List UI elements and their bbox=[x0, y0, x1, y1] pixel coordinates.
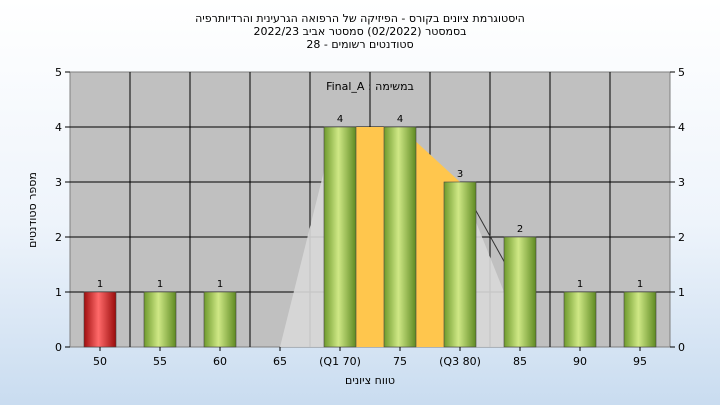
x-tick-label: 65 bbox=[273, 355, 287, 368]
x-tick-label: 50 bbox=[93, 355, 107, 368]
data-label: 1 bbox=[637, 279, 643, 290]
bar bbox=[623, 291, 657, 348]
chart-title-line-3: סטודנטים רשומים - 28 bbox=[306, 38, 413, 51]
bar bbox=[443, 181, 477, 348]
bar bbox=[203, 291, 237, 348]
y-tick-label: 1 bbox=[55, 286, 62, 299]
bar bbox=[563, 291, 597, 348]
chart-title-line-1: היסטוגרמת ציונים בקורס - הפיזיקה של הרפו… bbox=[195, 12, 525, 25]
bar bbox=[323, 126, 357, 348]
x-tick-label: 90 bbox=[573, 355, 587, 368]
y-tick-label: 1 bbox=[678, 286, 685, 299]
y-axis-left: 0 1 2 3 4 5 bbox=[55, 66, 70, 354]
data-label: 1 bbox=[157, 279, 163, 290]
x-tick-label: (Q3 80) bbox=[439, 355, 481, 368]
data-label: 1 bbox=[97, 279, 103, 290]
data-label: 4 bbox=[397, 114, 403, 125]
chart-title: היסטוגרמת ציונים בקורס - הפיזיקה של הרפו… bbox=[195, 12, 525, 51]
data-label: 1 bbox=[577, 279, 583, 290]
y-tick-label: 5 bbox=[55, 66, 62, 79]
data-labels: 1 1 1 4 4 3 2 1 1 bbox=[97, 114, 643, 290]
x-tick-label: 85 bbox=[513, 355, 527, 368]
x-axis-title: טווח ציונים bbox=[345, 374, 395, 387]
y-tick-label: 4 bbox=[678, 121, 685, 134]
data-label: 2 bbox=[517, 224, 523, 235]
x-tick-label: 55 bbox=[153, 355, 167, 368]
y-axis-right: 0 1 2 3 4 5 bbox=[670, 66, 685, 354]
y-tick-label: 3 bbox=[55, 176, 62, 189]
data-label: 1 bbox=[217, 279, 223, 290]
y-tick-label: 0 bbox=[55, 341, 62, 354]
y-tick-label: 3 bbox=[678, 176, 685, 189]
y-tick-label: 0 bbox=[678, 341, 685, 354]
x-tick-label: 60 bbox=[213, 355, 227, 368]
y-tick-label: 4 bbox=[55, 121, 62, 134]
data-label: 3 bbox=[457, 169, 463, 180]
x-axis: 50 55 60 65 (Q1 70) 75 (Q3 80) 85 90 95 bbox=[93, 347, 647, 368]
task-annotation: במשימה : Final_A bbox=[326, 80, 414, 93]
data-label: 4 bbox=[337, 114, 343, 125]
x-tick-label: (Q1 70) bbox=[319, 355, 361, 368]
bar bbox=[83, 291, 117, 348]
y-tick-label: 2 bbox=[678, 231, 685, 244]
bars bbox=[83, 126, 657, 348]
y-tick-label: 2 bbox=[55, 231, 62, 244]
bar bbox=[383, 126, 417, 348]
y-tick-label: 5 bbox=[678, 66, 685, 79]
bar bbox=[143, 291, 177, 348]
y-axis-title: מספר סטודנטים bbox=[26, 172, 39, 248]
bar bbox=[503, 236, 537, 348]
x-tick-label: 95 bbox=[633, 355, 647, 368]
x-tick-label: 75 bbox=[393, 355, 407, 368]
chart-title-line-2: בסמסטר (02/2022) סמסטר אביב 2022/23 bbox=[253, 25, 466, 38]
